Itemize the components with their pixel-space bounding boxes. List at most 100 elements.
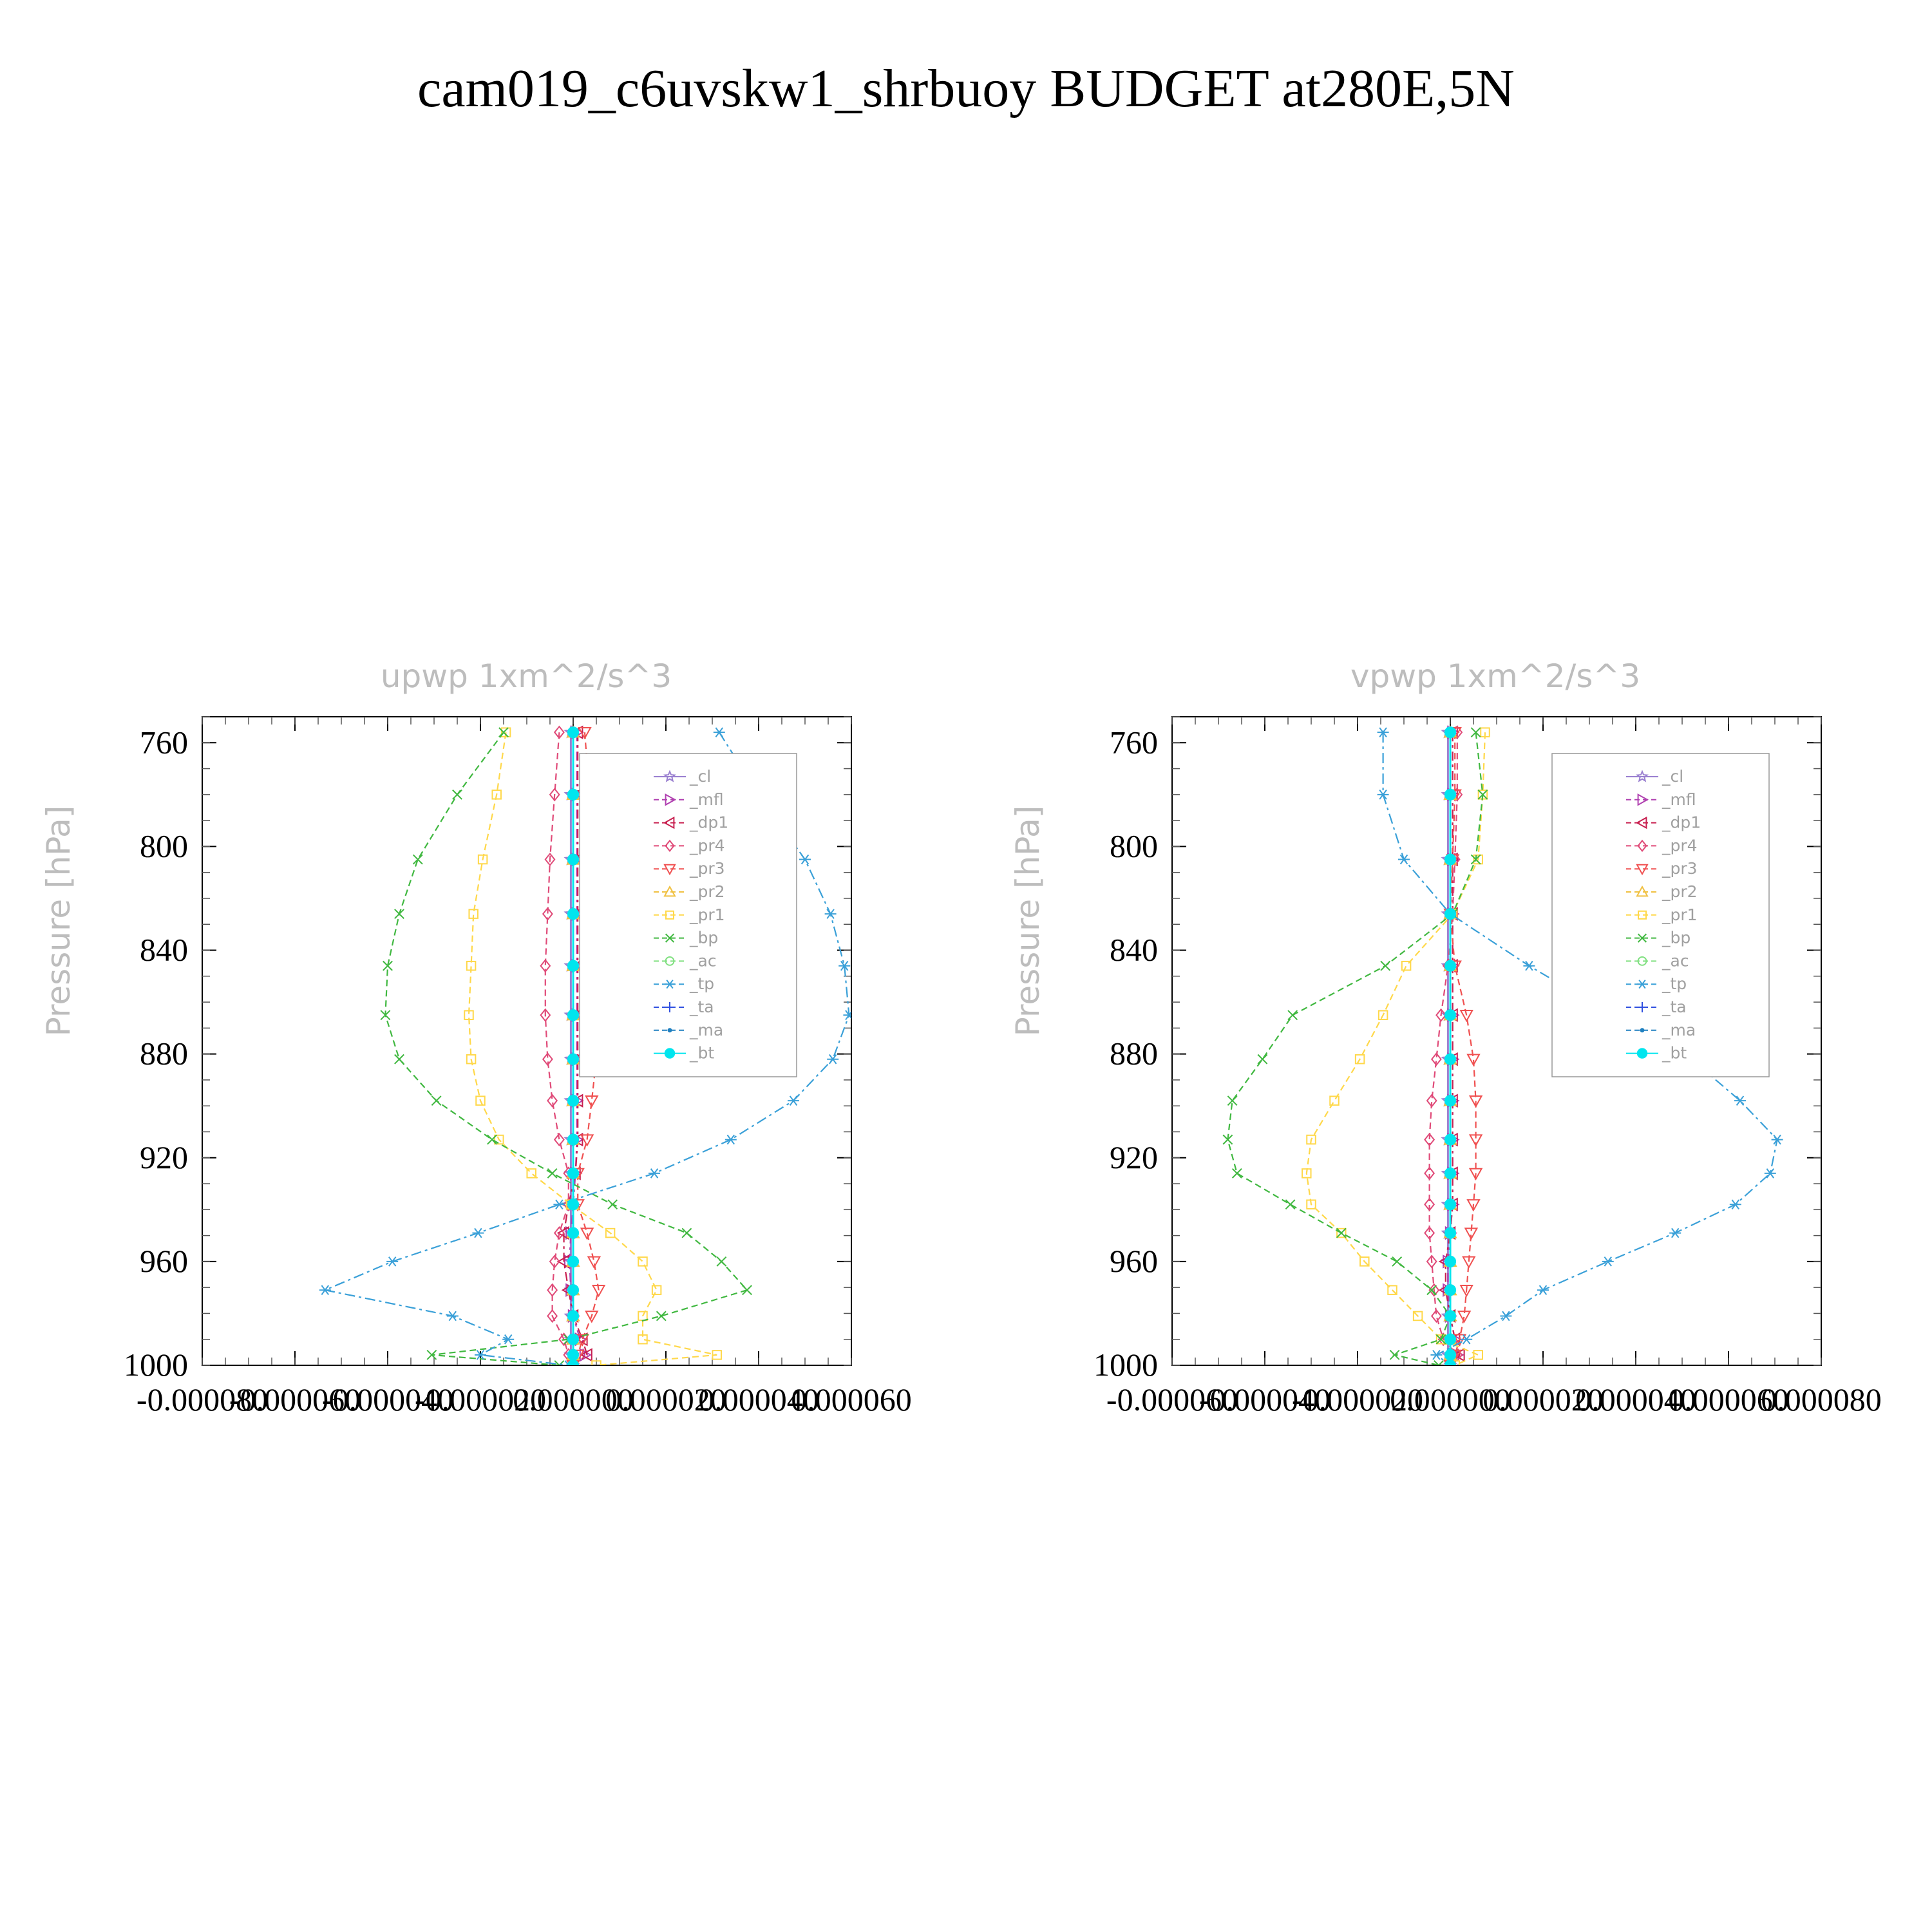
series-point-bt bbox=[1444, 1310, 1457, 1322]
legend-label-mfl: _mfl bbox=[1662, 790, 1696, 809]
series-point-bt bbox=[1444, 853, 1457, 866]
series-point-bt bbox=[1444, 1227, 1457, 1239]
x-tick-label: 0.000060 bbox=[1668, 1381, 1789, 1417]
series-point-tp bbox=[649, 1168, 660, 1179]
series-point-bt bbox=[1444, 1284, 1457, 1296]
series-point-pr3 bbox=[580, 1227, 594, 1240]
series-point-pr4 bbox=[1424, 1226, 1435, 1240]
series-point-tp bbox=[1430, 1350, 1443, 1360]
series-point-tp bbox=[446, 1311, 459, 1321]
series-point-pr1 bbox=[1473, 854, 1483, 865]
series-group bbox=[319, 724, 851, 1365]
y-tick-label: 800 bbox=[1110, 828, 1158, 864]
series-point-pr4 bbox=[549, 1255, 560, 1269]
series-point-pr4 bbox=[540, 959, 551, 973]
legend-marker-bt bbox=[664, 1048, 676, 1059]
series-point-pr4 bbox=[1428, 1283, 1440, 1297]
series-point-bp bbox=[431, 1095, 442, 1106]
series-line-pr4 bbox=[544, 732, 574, 1365]
y-tick-label: 1000 bbox=[124, 1347, 188, 1383]
series-point-bt bbox=[567, 1284, 580, 1296]
series-point-pr3 bbox=[587, 1256, 601, 1269]
series-point-bp bbox=[1434, 1360, 1444, 1365]
series-point-bp bbox=[412, 854, 423, 865]
legend-label-pr1: _pr1 bbox=[689, 905, 725, 924]
series-point-pr1 bbox=[638, 1334, 648, 1345]
series-point-tp bbox=[386, 1256, 399, 1267]
series-point-pr3 bbox=[1466, 1054, 1481, 1066]
series-point-bt bbox=[567, 1198, 580, 1211]
legend-marker-dp1 bbox=[1635, 816, 1647, 829]
series-point-bp bbox=[1470, 727, 1481, 738]
series-point-pr3 bbox=[1459, 1010, 1473, 1023]
series-point-bp bbox=[1477, 789, 1488, 800]
series-point-pr4 bbox=[544, 852, 556, 867]
series-point-bt bbox=[1444, 1133, 1457, 1146]
series-point-pr3 bbox=[1462, 1256, 1476, 1269]
series-point-tp bbox=[1377, 790, 1389, 800]
series-point-pr1 bbox=[1354, 1054, 1365, 1065]
legend-label-tp: _tp bbox=[1662, 974, 1687, 993]
legend-label-ma: _ma bbox=[1662, 1021, 1696, 1039]
series-point-pr4 bbox=[547, 1283, 558, 1297]
series-point-pr1 bbox=[468, 909, 478, 919]
series-point-bp bbox=[681, 1227, 692, 1238]
series-point-tp bbox=[827, 1054, 839, 1065]
series-point-bt bbox=[567, 1009, 580, 1021]
series-point-pr1 bbox=[1412, 1311, 1423, 1321]
series-point-tp bbox=[824, 909, 837, 919]
series-point-pr4 bbox=[549, 788, 560, 802]
y-tick-label: 840 bbox=[1110, 932, 1158, 968]
series-point-bp bbox=[547, 1168, 558, 1179]
legend-label-bp: _bp bbox=[689, 929, 718, 947]
series-point-bp bbox=[1287, 1010, 1298, 1021]
legend-marker-pr3 bbox=[663, 864, 676, 876]
series-point-pr1 bbox=[651, 1285, 662, 1295]
x-tick-label: -0.000060 bbox=[229, 1381, 361, 1417]
series-point-pr4 bbox=[547, 1094, 558, 1108]
series-point-bt bbox=[1444, 1359, 1457, 1365]
series-point-bt bbox=[567, 1167, 580, 1180]
series-point-bp bbox=[1222, 1134, 1233, 1145]
series-point-pr1 bbox=[1387, 1285, 1397, 1295]
series-point-pr1 bbox=[1401, 960, 1412, 971]
series-point-pr4 bbox=[553, 725, 565, 739]
series-point-bp bbox=[1336, 1227, 1347, 1238]
series-point-tp bbox=[1523, 960, 1535, 971]
series-point-bt bbox=[1444, 1255, 1457, 1267]
series-point-pr3 bbox=[575, 1334, 590, 1347]
legend: _cl _mfl _dp1 _pr4 _pr3 _pr2 _pr1 _bp _ac _tp _ta _… bbox=[579, 753, 797, 1077]
series-point-pr4 bbox=[1424, 1166, 1435, 1180]
legend-label-bt: _bt bbox=[689, 1044, 714, 1063]
series-point-bp bbox=[656, 1311, 667, 1321]
legend-label-ta: _ta bbox=[689, 998, 714, 1016]
series-line-tp bbox=[1382, 732, 1778, 1365]
x-tick-label: 0.000020 bbox=[605, 1381, 726, 1417]
series-point-tp bbox=[1764, 1168, 1776, 1179]
series-point-pr1 bbox=[638, 1256, 648, 1267]
x-tick-label: -0.000060 bbox=[1106, 1381, 1238, 1417]
series-point-pr3 bbox=[585, 1095, 599, 1108]
series-point-bt bbox=[567, 788, 580, 800]
series-point-tp bbox=[1729, 1199, 1741, 1210]
x-tick-label: 0.000040 bbox=[1575, 1381, 1696, 1417]
y-axis-label-upwp: Pressure [hPa] bbox=[40, 806, 77, 1037]
legend-marker-ac bbox=[1637, 956, 1647, 966]
series-point-bt bbox=[1444, 726, 1457, 739]
legend-marker-tp bbox=[1637, 980, 1647, 989]
series-point-pr1 bbox=[1306, 1199, 1316, 1210]
series-point-bt bbox=[1444, 908, 1457, 920]
y-tick-label: 960 bbox=[1110, 1243, 1158, 1279]
series-point-pr1 bbox=[1302, 1168, 1312, 1179]
series-point-tp bbox=[1398, 854, 1410, 865]
series-point-tp bbox=[724, 1134, 737, 1145]
series-point-dp1 bbox=[580, 1348, 592, 1362]
x-tick-label: 0.000040 bbox=[698, 1381, 819, 1417]
series-point-pr4 bbox=[542, 1052, 553, 1066]
x-tick-label: 0.000020 bbox=[1482, 1381, 1604, 1417]
series-point-pr4 bbox=[1424, 1132, 1435, 1147]
figure-title: cam019_c6uvskw1_shrbuoy BUDGET at280E,5N bbox=[417, 59, 1515, 118]
series-point-tp bbox=[1377, 727, 1389, 737]
legend-marker-bt bbox=[1636, 1048, 1648, 1059]
series-point-pr1 bbox=[477, 854, 488, 865]
